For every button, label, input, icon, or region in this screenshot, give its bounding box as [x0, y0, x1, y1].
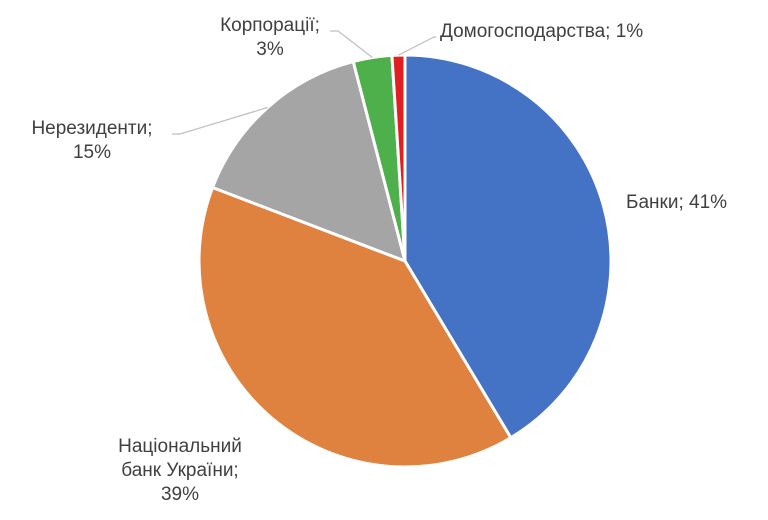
slice-1-data-label-line: Банки; 41%	[626, 192, 727, 213]
slice-1-data-label: Банки; 41%	[626, 192, 727, 213]
slice-4-data-label: Корпорації; 3%	[220, 15, 320, 60]
slice-1-wedge	[403, 53, 613, 440]
slices-layer	[197, 53, 613, 469]
leader-lines-layer	[172, 30, 436, 135]
slice-2-data-label-line: 39%	[161, 484, 199, 505]
slice-2-wedge	[197, 185, 513, 469]
slice-2-data-label: Національний банк України; 39%	[118, 436, 242, 505]
slice-2-data-label-line: Національний	[118, 436, 242, 457]
slice-5-data-label: Домогосподарства; 1%	[440, 21, 643, 42]
slice-4-leader-line	[330, 30, 373, 59]
slice-2-data-label-line: банк України;	[121, 460, 238, 481]
slice-3-data-label-line: Нерезиденти;	[31, 118, 152, 139]
slice-4-data-label-line: Корпорації;	[220, 15, 320, 36]
slice-3-data-label: Нерезиденти; 15%	[31, 118, 152, 163]
slice-3-leader-line	[172, 106, 268, 135]
slice-3-data-label-line: 15%	[73, 142, 111, 163]
slice-5-leader-line	[398, 36, 436, 56]
data-labels-layer: Банки; 41% Національний банк України; 39% Не…	[31, 15, 727, 505]
slice-3-wedge	[211, 60, 407, 263]
slice-4-data-label-line: 3%	[256, 39, 284, 60]
slice-5-wedge	[390, 53, 407, 263]
slice-5-data-label-line: Домогосподарства; 1%	[440, 21, 643, 42]
